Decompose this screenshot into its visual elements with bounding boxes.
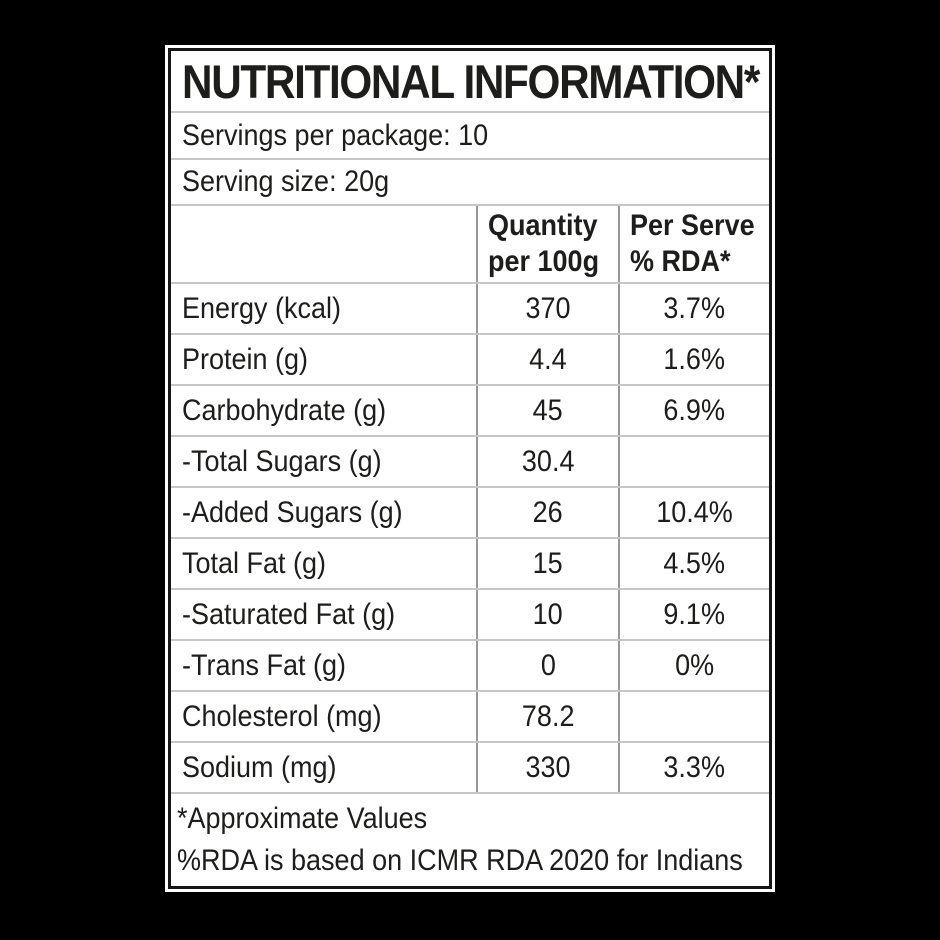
header-quantity-line1: Quantity xyxy=(488,209,598,242)
footnotes-section: *Approximate Values %RDA is based on ICM… xyxy=(171,792,769,886)
table-row-cholesterol: Cholesterol (mg) 78.2 xyxy=(171,690,769,741)
table-row-total-fat: Total Fat (g) 15 4.5% xyxy=(171,537,769,588)
rda-value: 1.6% xyxy=(663,342,726,376)
nutrient-name: -Added Sugars (g) xyxy=(182,495,403,529)
nutrient-name: -Total Sugars (g) xyxy=(182,444,382,478)
table-row-protein: Protein (g) 4.4 1.6% xyxy=(171,333,769,384)
label-title-row: NUTRITIONAL INFORMATION* xyxy=(171,51,769,111)
header-quantity-cell: Quantity per 100g xyxy=(476,206,618,282)
servings-per-package-row: Servings per package: 10 xyxy=(171,111,769,158)
footnote-rda-basis: %RDA is based on ICMR RDA 2020 for India… xyxy=(177,844,743,877)
rda-value: 10.4% xyxy=(656,495,733,529)
nutrient-name: Cholesterol (mg) xyxy=(182,699,382,733)
rda-value: 3.3% xyxy=(663,750,726,784)
quantity-value: 0 xyxy=(540,648,556,682)
nutrient-name: Carbohydrate (g) xyxy=(182,393,387,427)
column-header-row: Quantity per 100g Per Serve % RDA* xyxy=(171,204,769,282)
quantity-value: 30.4 xyxy=(521,444,575,478)
servings-per-package-text: Servings per package: 10 xyxy=(182,118,489,152)
quantity-value: 4.4 xyxy=(529,342,567,376)
header-nutrient-cell xyxy=(171,206,476,282)
nutrition-table-frame: NUTRITIONAL INFORMATION* Servings per pa… xyxy=(168,48,772,889)
header-rda-line1: Per Serve xyxy=(630,209,755,242)
serving-size-text: Serving size: 20g xyxy=(182,165,390,198)
quantity-value: 370 xyxy=(525,291,571,325)
nutrient-name: Sodium (mg) xyxy=(182,750,337,784)
quantity-value: 45 xyxy=(532,393,564,427)
table-row-trans-fat: -Trans Fat (g) 0 0% xyxy=(171,639,769,690)
rda-value: 0% xyxy=(674,648,715,682)
rda-value: 9.1% xyxy=(663,597,726,631)
table-row-sodium: Sodium (mg) 330 3.3% xyxy=(171,741,769,792)
table-row-saturated-fat: -Saturated Fat (g) 10 9.1% xyxy=(171,588,769,639)
table-row-added-sugars: -Added Sugars (g) 26 10.4% xyxy=(171,486,769,537)
quantity-value: 330 xyxy=(525,750,571,784)
label-title: NUTRITIONAL INFORMATION* xyxy=(182,54,760,108)
table-row-carbohydrate: Carbohydrate (g) 45 6.9% xyxy=(171,384,769,435)
nutrition-label-card: NUTRITIONAL INFORMATION* Servings per pa… xyxy=(165,45,775,892)
header-quantity-line2: per 100g xyxy=(488,245,600,278)
header-rda-cell: Per Serve % RDA* xyxy=(618,206,769,282)
serving-size-row: Serving size: 20g xyxy=(171,158,769,204)
quantity-value: 10 xyxy=(532,597,564,631)
rda-value: 6.9% xyxy=(663,393,726,427)
table-row-total-sugars: -Total Sugars (g) 30.4 xyxy=(171,435,769,486)
rda-value: 4.5% xyxy=(663,546,726,580)
nutrient-name: -Trans Fat (g) xyxy=(182,648,347,682)
quantity-value: 78.2 xyxy=(521,699,575,733)
header-rda-line2: % RDA* xyxy=(630,245,731,278)
quantity-value: 26 xyxy=(532,495,564,529)
table-row-energy: Energy (kcal) 370 3.7% xyxy=(171,282,769,333)
rda-value: 3.7% xyxy=(663,291,726,325)
nutrient-name: Total Fat (g) xyxy=(182,546,327,580)
quantity-value: 15 xyxy=(532,546,564,580)
nutrient-name: Energy (kcal) xyxy=(182,291,342,325)
footnote-approximate-values: *Approximate Values xyxy=(177,802,428,835)
nutrient-name: -Saturated Fat (g) xyxy=(182,597,396,631)
nutrient-name: Protein (g) xyxy=(182,342,309,376)
